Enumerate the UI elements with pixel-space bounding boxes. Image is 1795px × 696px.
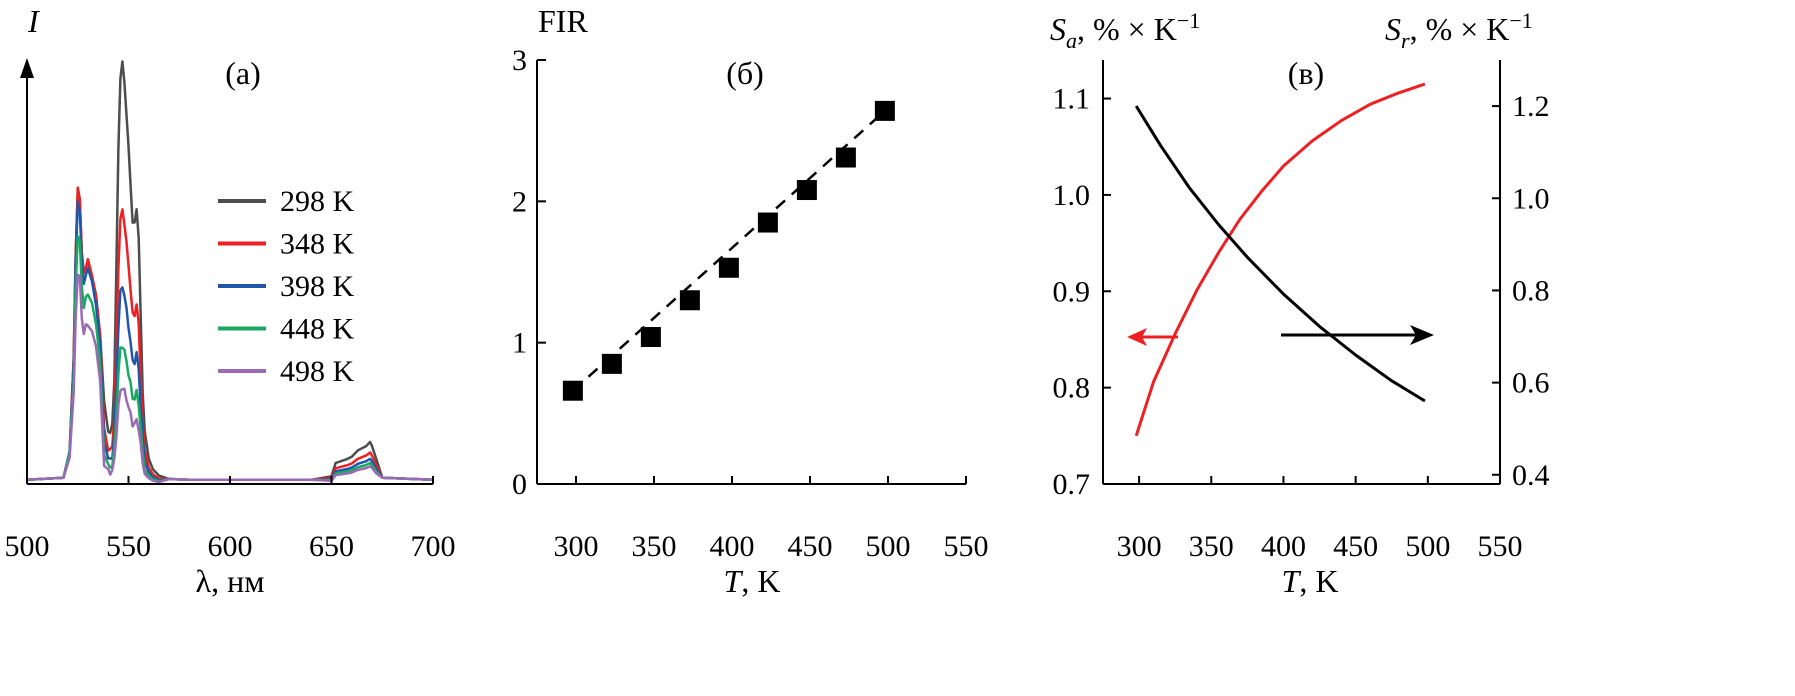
panel-a-x-ticks: 500 550 600 650 700 [5, 476, 456, 563]
panel-c-arrowhead-left [1127, 328, 1147, 346]
panel-c-right-y-tick-label: 0.8 [1512, 274, 1550, 307]
panel-c-x-tick-label: 500 [1405, 530, 1450, 563]
panel-c-x-tick-label: 300 [1117, 530, 1162, 563]
panel-c-curve-left [1134, 82, 1426, 437]
legend-label: 398 K [280, 270, 355, 303]
panel-a-x-tick-label: 550 [106, 530, 151, 563]
panel-c-curve-right [1134, 105, 1426, 403]
panel-a-curve [26, 273, 434, 484]
panel-c-panel-label: (в) [1288, 55, 1324, 91]
panel-c-left-y-tick-label: 0.8 [1053, 372, 1091, 405]
panel-a-xlabel: λ, нм [196, 563, 265, 599]
panel-b-points [562, 100, 895, 401]
panel-b-xlabel-unit: , K [741, 563, 780, 599]
panel-b-y-tick-label: 2 [512, 185, 527, 218]
legend-label: 348 K [280, 228, 355, 261]
panel-b-fit-line [572, 109, 886, 392]
panel-b-y-tick-label: 0 [512, 468, 527, 501]
panel-c-right-y-tick-label: 0.6 [1512, 367, 1550, 400]
panel-a-x-tick-label: 700 [411, 530, 456, 563]
panel-b-point [640, 327, 661, 348]
panel-b-point [601, 353, 622, 374]
panel-c-left-ylabel-sub: a [1066, 28, 1077, 53]
panel-b-x-tick-label: 450 [788, 530, 833, 563]
panel-c-right-ylabel-unit: , % × K [1410, 11, 1510, 47]
panel-b-x-tick-label: 500 [866, 530, 911, 563]
panel-b-xlabel-var: T [724, 563, 744, 599]
legend-label: 498 K [280, 355, 355, 388]
panel-c-left-ylabel-var: S [1050, 11, 1066, 47]
panel-a-ylabel: I [27, 3, 40, 39]
panel-c-left-ylabel-unit: , % × K [1077, 11, 1177, 47]
panel-b-point [874, 100, 895, 121]
panel-c-xlabel-var: T [1282, 563, 1302, 599]
panel-c-left-y-tick-label: 0.7 [1053, 468, 1091, 501]
panel-c-arrows [1127, 325, 1434, 346]
panel-a-panel-label: (а) [225, 55, 261, 91]
panel-b-point [562, 380, 583, 401]
panel-c-right-ylabel-var: S [1385, 11, 1401, 47]
panel-c-x-tick-label: 350 [1189, 530, 1234, 563]
panel-a-curves [26, 60, 434, 484]
panel-b: 300 350 400 450 500 550 0 1 2 3 FIR T, K (б) [512, 3, 989, 599]
panel-c-left-ylabel-exp: −1 [1177, 8, 1200, 33]
panel-b-x-tick-label: 350 [632, 530, 677, 563]
panel-b-x-tick-label: 550 [944, 530, 989, 563]
panel-b-x-tick-label: 400 [710, 530, 755, 563]
panel-b-y-tick-label: 3 [512, 44, 527, 77]
panel-c-right-y-tick-label: 1.2 [1512, 90, 1550, 123]
panel-b-x-ticks: 300 350 400 450 500 550 [554, 476, 989, 563]
legend-label: 448 K [280, 313, 355, 346]
panel-c-curves [1134, 82, 1426, 437]
panel-c-right-ylabel: Sr, % × K−1 [1385, 8, 1533, 53]
panel-c-x-ticks: 300 350 400 450 500 550 [1117, 476, 1523, 563]
panel-b-point [796, 180, 817, 201]
panel-a-y-arrow [20, 58, 34, 78]
panel-c-xlabel-unit: , K [1299, 563, 1338, 599]
panel-c-x-tick-label: 450 [1333, 530, 1378, 563]
panel-b-point [718, 257, 739, 278]
panel-b-panel-label: (б) [726, 55, 764, 91]
panel-a-curve [26, 186, 434, 482]
panel-b-ylabel: FIR [538, 3, 588, 39]
panel-b-point [757, 212, 778, 233]
panel-b-y-ticks: 0 1 2 3 [512, 44, 546, 501]
panel-c-arrowhead-right [1410, 325, 1434, 345]
panel-a-x-tick-label: 650 [309, 530, 354, 563]
panel-c-right-y-ticks: 0.4 0.6 0.8 1.0 1.2 [1492, 90, 1550, 492]
panel-c-x-tick-label: 400 [1261, 530, 1306, 563]
panel-a-curve [26, 234, 434, 483]
panel-a: 500 550 600 650 700 I λ, нм (а) 298 K 348 K 39… [5, 3, 456, 599]
panel-c-xlabel: T, K [1282, 563, 1339, 599]
panel-c-left-y-tick-label: 0.9 [1053, 275, 1091, 308]
legend-label: 298 K [280, 185, 355, 218]
panel-a-x-tick-label: 600 [208, 530, 253, 563]
panel-c-left-y-tick-label: 1.0 [1053, 179, 1091, 212]
panel-c-x-tick-label: 550 [1478, 530, 1523, 563]
panel-c-left-y-ticks: 0.7 0.8 0.9 1.0 1.1 [1053, 83, 1111, 501]
panel-c-right-ylabel-sub: r [1401, 28, 1410, 53]
panel-c-right-ylabel-exp: −1 [1509, 8, 1532, 33]
panel-a-curve [26, 200, 434, 482]
panel-b-xlabel: T, K [724, 563, 781, 599]
panel-b-y-tick-label: 1 [512, 327, 527, 360]
panel-b-x-tick-label: 300 [554, 530, 599, 563]
panel-a-x-tick-label: 500 [5, 530, 50, 563]
panel-c-left-ylabel: Sa, % × K−1 [1050, 8, 1200, 53]
panel-b-point [835, 147, 856, 168]
panel-c: 300 350 400 450 500 550 0.70.80.91.01.1 0.40.… [1050, 8, 1550, 599]
panel-b-point [679, 290, 700, 311]
panel-a-legend: 298 K 348 K 398 K 448 K 498 K [218, 185, 355, 388]
panel-c-left-y-tick-label: 1.1 [1053, 83, 1091, 116]
panel-c-right-y-tick-label: 0.4 [1512, 459, 1550, 492]
panel-c-right-y-tick-label: 1.0 [1512, 182, 1550, 215]
